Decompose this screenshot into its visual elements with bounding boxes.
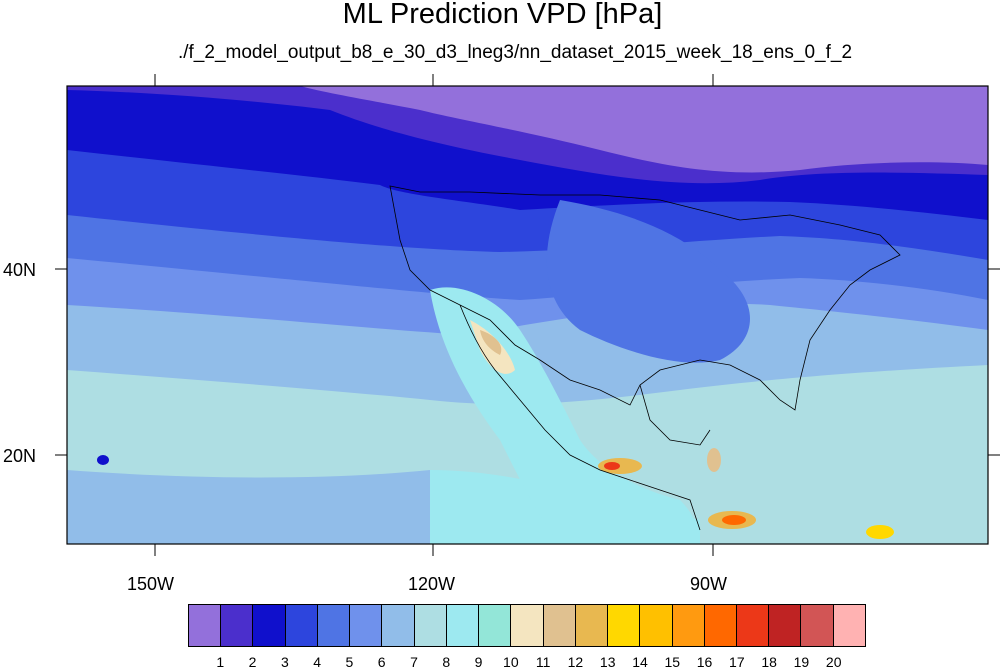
colorbar-label: 3 (280, 654, 289, 670)
lon-label-90w: 90W (690, 574, 728, 594)
colorbar (188, 604, 866, 647)
lat-label-20n: 20N (3, 446, 37, 466)
colorbar-cell (608, 605, 641, 646)
colorbar-cell (672, 605, 705, 646)
colorbar-cell (801, 605, 834, 646)
colorbar-label: 18 (761, 654, 777, 670)
colorbar-label: 19 (793, 654, 810, 670)
lon-label-150w: 150W (127, 574, 175, 594)
colorbar-cell (640, 605, 673, 646)
colorbar-label: 7 (410, 654, 418, 670)
lon-label-120w: 120W (408, 574, 456, 594)
colorbar-cell (285, 605, 318, 646)
colorbar-label: 1 (216, 654, 225, 670)
colorbar-cell (511, 605, 544, 646)
colorbar-label: 8 (442, 654, 451, 670)
colorbar-label: 12 (567, 654, 584, 670)
colorbar-label: 9 (474, 654, 483, 670)
colorbar-cell (317, 605, 351, 646)
vpd-map (55, 74, 1000, 556)
map-title: ML Prediction VPD [hPa] (342, 0, 663, 30)
colorbar-label: 10 (503, 654, 519, 670)
colorbar-cell (736, 605, 770, 646)
colorbar-label: 2 (248, 654, 257, 670)
colorbar-label: 20 (825, 654, 842, 670)
lon-ticks (55, 74, 1000, 556)
colorbar-cell (221, 605, 254, 646)
colorbar-cell (253, 605, 286, 646)
map-subtitle: ./f_2_model_output_b8_e_30_d3_lneg3/nn_d… (177, 42, 853, 63)
colorbar-label: 16 (696, 654, 713, 670)
colorbar-cell (575, 605, 609, 646)
colorbar-cell (350, 605, 383, 646)
colorbar-cell (414, 605, 447, 646)
colorbar-label: 15 (664, 654, 681, 670)
colorbar-label: 6 (377, 654, 386, 670)
colorbar-cell (769, 605, 802, 646)
colorbar-cell (833, 605, 865, 646)
colorbar-label: 11 (535, 654, 551, 670)
colorbar-cell (543, 605, 576, 646)
colorbar-label: 13 (599, 654, 616, 670)
colorbar-cell (446, 605, 480, 646)
colorbar-label: 17 (729, 654, 745, 670)
colorbar-label: 14 (632, 654, 648, 670)
colorbar-label: 5 (345, 654, 354, 670)
colorbar-cell (382, 605, 415, 646)
colorbar-cell (189, 605, 222, 646)
lat-label-40n: 40N (3, 260, 37, 280)
colorbar-label: 4 (313, 654, 322, 670)
vpd-field (67, 86, 988, 544)
colorbar-cell (704, 605, 737, 646)
colorbar-cell (479, 605, 512, 646)
